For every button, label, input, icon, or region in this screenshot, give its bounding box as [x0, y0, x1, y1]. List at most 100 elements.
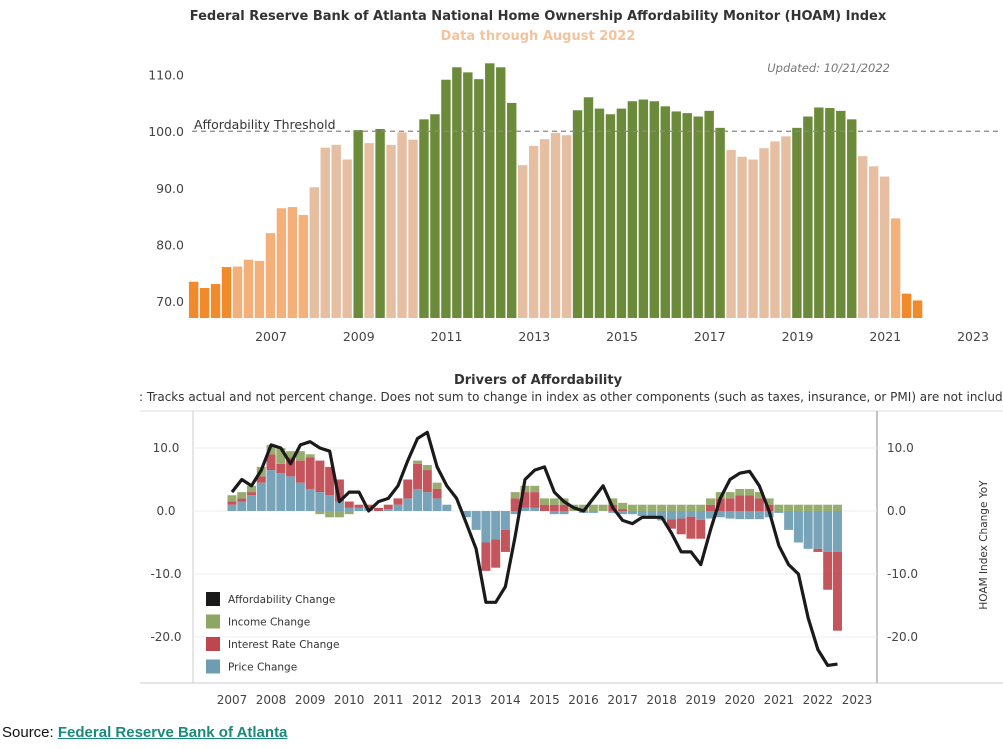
hoam-bar [858, 156, 868, 318]
driver-bar [393, 498, 403, 505]
driver-bar [471, 511, 481, 530]
source-line: Source: Federal Reserve Bank of Atlanta [2, 724, 287, 741]
hoam-bar [441, 79, 451, 318]
driver-bar [530, 492, 540, 508]
driver-bar [696, 504, 706, 511]
hoam-bar [188, 281, 199, 318]
driver-bar [315, 460, 325, 493]
driver-bar [227, 495, 237, 502]
x-tick-label: 2018 [646, 693, 677, 707]
x-tick-label: 2021 [869, 329, 901, 344]
x-tick-label: 2007 [255, 329, 287, 344]
driver-bar [295, 451, 305, 461]
hoam-bar [594, 108, 605, 319]
x-tick-label: 2011 [373, 693, 404, 707]
hoam-bar [485, 63, 495, 318]
driver-bar [315, 492, 325, 511]
driver-bar [481, 511, 491, 543]
chart2-legend: Affordability Change Income Change Interes… [206, 592, 339, 674]
driver-bar [676, 511, 686, 519]
driver-bar [295, 482, 305, 511]
driver-bar [549, 498, 559, 505]
y-tick-label: 90.0 [156, 181, 184, 196]
x-tick-label: 2023 [842, 693, 873, 707]
driver-bar [715, 498, 725, 511]
x-tick-label: 2021 [764, 693, 795, 707]
legend-swatch [206, 659, 220, 674]
driver-bar [559, 504, 569, 511]
hoam-bar [210, 284, 221, 318]
driver-bar [286, 451, 296, 458]
driver-bar [647, 504, 657, 511]
hoam-bar [517, 165, 528, 318]
hoam-bar [342, 159, 352, 318]
driver-bar [676, 504, 686, 511]
driver-bar [706, 498, 716, 505]
chart1-y-axis: 70.0 80.0 90.0 100.0 110.0 [148, 68, 184, 309]
x-tick-label: 2023 [957, 329, 989, 344]
x-tick-label: 2019 [782, 329, 814, 344]
driver-bar [666, 504, 676, 511]
drivers-chart: Drivers of Affordability : Tracks actual… [139, 373, 1003, 707]
driver-bar [588, 511, 598, 513]
x-tick-label: 2007 [217, 693, 248, 707]
y-tick-label: 80.0 [156, 237, 184, 252]
hoam-bar [452, 67, 462, 318]
hoam-bar [474, 79, 484, 318]
hoam-bar [331, 144, 341, 318]
y-tick-label: 100.0 [148, 124, 184, 139]
driver-bar [491, 511, 501, 540]
legend-label: Interest Rate Change [228, 639, 339, 651]
driver-bar [383, 504, 393, 510]
driver-bar [481, 542, 491, 571]
driver-bar [442, 504, 452, 511]
driver-bar [686, 504, 696, 511]
hoam-bar [287, 207, 298, 318]
driver-bar [696, 511, 706, 520]
x-tick-label: 2013 [451, 693, 482, 707]
x-tick-label: 2019 [685, 693, 716, 707]
hoam-bar [496, 67, 506, 318]
driver-bar [520, 507, 530, 511]
driver-bar [745, 495, 755, 511]
driver-bar [422, 492, 432, 511]
legend-label: Income Change [228, 617, 310, 629]
driver-bar [237, 498, 247, 502]
hoam-bar [759, 148, 769, 318]
driver-bar [793, 504, 803, 511]
driver-bar [618, 502, 628, 510]
driver-bar [247, 485, 257, 493]
x-tick-label: 2012 [412, 693, 443, 707]
driver-bar [383, 509, 393, 511]
chart2-ylabel: HOAM Index Change YoY [978, 480, 990, 610]
hoam-bar [353, 130, 363, 318]
driver-bar [559, 511, 569, 515]
driver-bar [354, 504, 364, 508]
x-tick-label: 2015 [529, 693, 560, 707]
driver-bar [608, 498, 618, 505]
driver-bar [432, 482, 442, 489]
hoam-bar [748, 159, 758, 318]
x-tick-label: 2014 [490, 693, 521, 707]
driver-bar [657, 504, 667, 511]
driver-bar [237, 492, 247, 499]
x-tick-label: 2011 [431, 329, 463, 344]
hoam-bar [375, 128, 385, 318]
hoam-bar [726, 149, 736, 318]
hoam-bar [638, 99, 649, 318]
hoam-bar [879, 176, 890, 318]
hoam-bar [430, 114, 440, 319]
driver-bar [344, 501, 354, 508]
hoam-bar [364, 143, 374, 318]
y-tick-label: 70.0 [156, 294, 184, 309]
source-link[interactable]: Federal Reserve Bank of Atlanta [57, 724, 288, 741]
x-tick-label: 2022 [803, 693, 834, 707]
hoam-bar [605, 114, 616, 319]
chart1-x-axis: 2007 2009 2011 2013 2015 2017 2019 2021 2023 [255, 329, 989, 344]
hoam-bar [232, 266, 243, 318]
hoam-bar [463, 72, 473, 318]
driver-bar [676, 518, 686, 535]
driver-bar [334, 501, 344, 511]
driver-bar [510, 492, 520, 499]
driver-bar [725, 492, 735, 499]
